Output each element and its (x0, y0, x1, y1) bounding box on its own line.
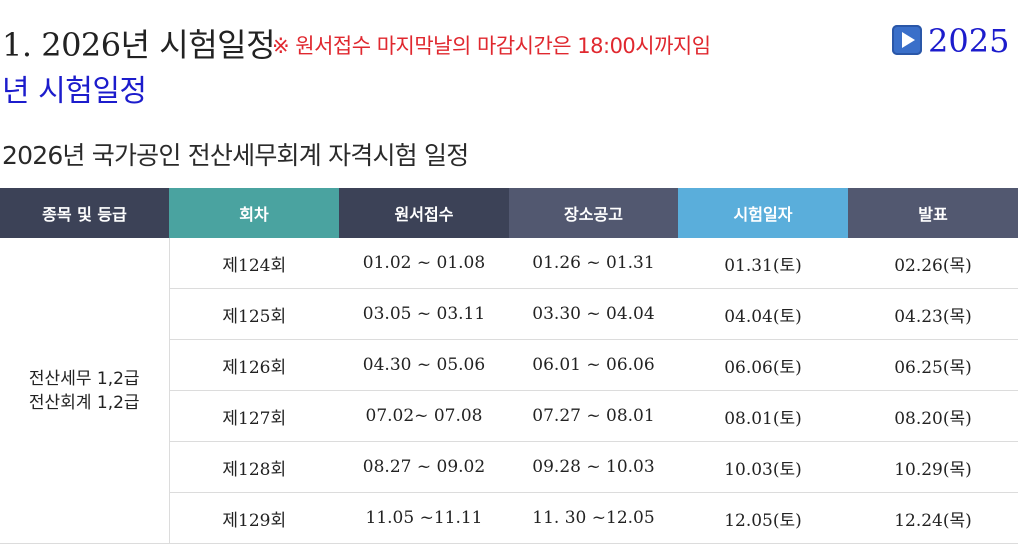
venue-cell: 01.26 ~ 01.31 (509, 238, 678, 289)
result-cell: 02.26(목) (848, 238, 1018, 289)
exam-date-cell: 08.01(토) (678, 390, 848, 442)
grade-cell: 전산세무 1,2급 전산회계 1,2급 (0, 238, 170, 544)
table-row: 제129회 11.05 ~11.11 11. 30 ~12.05 12.05(토… (0, 492, 1018, 544)
previous-year-schedule-link[interactable]: 2025 (892, 22, 1009, 60)
exam-schedule-table: 종목 및 등급 회차 원서접수 장소공고 시험일자 발표 전산세무 1,2급 전… (0, 188, 1018, 544)
application-cell: 04.30 ~ 05.06 (339, 339, 509, 391)
venue-cell: 07.27 ~ 08.01 (509, 390, 678, 442)
application-cell: 07.02~ 07.08 (339, 390, 509, 442)
exam-date-cell: 01.31(토) (678, 238, 848, 289)
venue-cell: 09.28 ~ 10.03 (509, 441, 678, 493)
table-header-row: 종목 및 등급 회차 원서접수 장소공고 시험일자 발표 (0, 188, 1018, 238)
play-button-icon (892, 25, 922, 55)
result-cell: 12.24(목) (848, 492, 1018, 544)
exam-date-cell: 04.04(토) (678, 288, 848, 340)
round-cell: 제125회 (169, 288, 339, 340)
headline: 1. 2026년 시험일정 ※ 원서접수 마지막날의 마감시간은 18:00시까… (0, 14, 1020, 114)
round-cell: 제127회 (169, 390, 339, 442)
round-cell: 제128회 (169, 441, 339, 493)
header-venue-notice: 장소공고 (509, 188, 678, 238)
deadline-notice: ※ 원서접수 마지막날의 마감시간은 18:00시까지임 (272, 34, 711, 58)
header-round: 회차 (169, 188, 339, 238)
grade-line-2: 전산회계 1,2급 (28, 392, 140, 413)
round-cell: 제124회 (169, 238, 339, 289)
application-cell: 11.05 ~11.11 (339, 492, 509, 544)
exam-date-cell: 10.03(토) (678, 441, 848, 493)
table-row: 전산세무 1,2급 전산회계 1,2급 제124회 01.02 ~ 01.08 … (0, 238, 1018, 544)
venue-cell: 11. 30 ~12.05 (509, 492, 678, 544)
venue-cell: 03.30 ~ 04.04 (509, 288, 678, 340)
previous-year-schedule-link-rest[interactable]: 년 시험일정 (2, 74, 147, 109)
grade-line-1: 전산세무 1,2급 (28, 368, 140, 389)
result-cell: 10.29(목) (848, 441, 1018, 493)
page-title: 1. 2026년 시험일정 (2, 26, 276, 64)
header-application: 원서접수 (339, 188, 509, 238)
round-cell: 제129회 (169, 492, 339, 544)
venue-cell: 06.01 ~ 06.06 (509, 339, 678, 391)
table-row: 제128회 08.27 ~ 09.02 09.28 ~ 10.03 10.03(… (0, 441, 1018, 493)
table-row: 제126회 04.30 ~ 05.06 06.01 ~ 06.06 06.06(… (0, 339, 1018, 391)
table-row: 제125회 03.05 ~ 03.11 03.30 ~ 04.04 04.04(… (0, 288, 1018, 340)
result-cell: 04.23(목) (848, 288, 1018, 340)
header-result: 발표 (848, 188, 1018, 238)
link-year-label: 2025 (928, 22, 1010, 60)
header-grade: 종목 및 등급 (0, 188, 169, 238)
header-exam-date: 시험일자 (678, 188, 848, 238)
exam-date-cell: 12.05(토) (678, 492, 848, 544)
application-cell: 08.27 ~ 09.02 (339, 441, 509, 493)
application-cell: 03.05 ~ 03.11 (339, 288, 509, 340)
application-cell: 01.02 ~ 01.08 (339, 238, 509, 289)
exam-date-cell: 06.06(토) (678, 339, 848, 391)
round-cell: 제126회 (169, 339, 339, 391)
result-cell: 08.20(목) (848, 390, 1018, 442)
result-cell: 06.25(목) (848, 339, 1018, 391)
section-subtitle: 2026년 국가공인 전산세무회계 자격시험 일정 (2, 141, 469, 170)
table-row: 제127회 07.02~ 07.08 07.27 ~ 08.01 08.01(토… (0, 390, 1018, 442)
